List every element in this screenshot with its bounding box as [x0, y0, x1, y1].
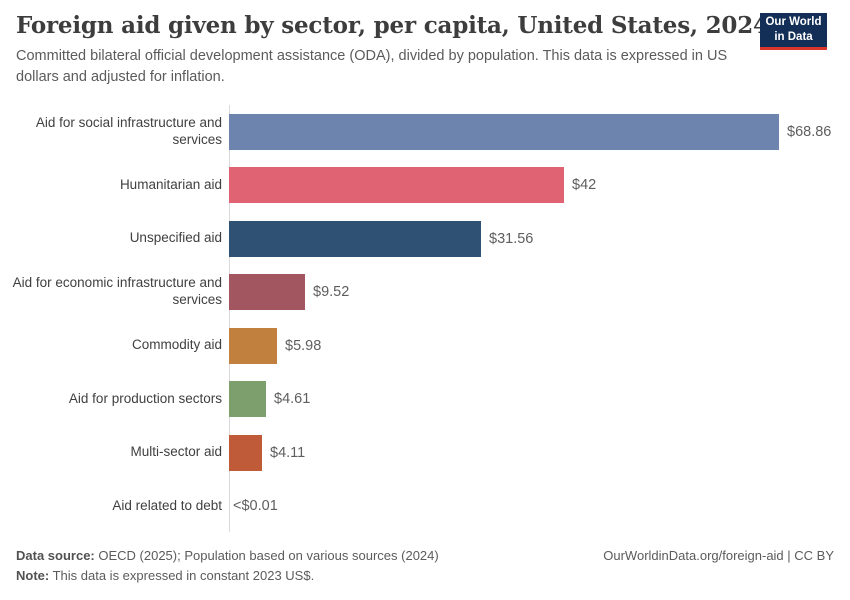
note-text: This data is expressed in constant 2023 … [49, 568, 315, 583]
chart-subtitle: Committed bilateral official development… [16, 48, 728, 86]
chart-row: Aid for production sectors $4.61 [0, 373, 850, 427]
category-label: Aid for production sectors [68, 390, 222, 406]
category-label: Unspecified aid [129, 230, 222, 246]
note-label: Note: [16, 568, 50, 583]
category-label: Aid for social infrastructure and servic… [35, 114, 222, 147]
category-label: Multi-sector aid [130, 444, 222, 460]
chart-row: Unspecified aid $31.56 [0, 212, 850, 266]
category-label: Aid related to debt [112, 497, 222, 513]
bar[interactable] [229, 220, 481, 257]
bar-chart: Aid for social infrastructure and servic… [0, 105, 850, 533]
bar[interactable] [229, 327, 277, 364]
chart-row: Commodity aid $5.98 [0, 319, 850, 373]
category-label: Humanitarian aid [119, 176, 222, 192]
category-label: Commodity aid [131, 337, 222, 353]
value-label: $42 [572, 177, 597, 194]
chart-row: Aid for economic infrastructure and serv… [0, 266, 850, 320]
chart-row: Aid related to debt <$0.01 [0, 480, 850, 534]
bar[interactable] [229, 113, 779, 150]
chart-title: Foreign aid given by sector, per capita,… [16, 12, 769, 39]
chart-header: Foreign aid given by sector, per capita,… [16, 12, 834, 88]
data-source-label: Data source: [16, 548, 95, 563]
bar[interactable] [229, 434, 262, 471]
y-axis-line [229, 105, 230, 532]
bar[interactable] [229, 381, 266, 418]
owid-logo[interactable]: Our World in Data [760, 13, 827, 50]
footer-url-link[interactable]: OurWorldinData.org/foreign-aid | CC BY [603, 548, 834, 563]
owid-logo-line1: Our World [765, 16, 822, 29]
data-source-note: Data source: OECD (2025); Population bas… [16, 546, 439, 566]
chart-row: Aid for social infrastructure and servic… [0, 105, 850, 159]
bar[interactable] [229, 167, 564, 204]
chart-rows: Aid for social infrastructure and servic… [0, 105, 850, 533]
bar[interactable] [229, 274, 305, 311]
category-label: Aid for economic infrastructure and serv… [12, 275, 222, 308]
chart-footer: Data source: OECD (2025); Population bas… [16, 546, 834, 586]
value-label: $4.11 [270, 444, 306, 461]
value-label: $68.86 [787, 123, 832, 140]
value-label: $4.61 [274, 391, 311, 408]
data-source-text: OECD (2025); Population based on various… [94, 548, 439, 563]
chart-row: Humanitarian aid $42 [0, 159, 850, 213]
value-label: $31.56 [489, 230, 534, 247]
chart-row: Multi-sector aid $4.11 [0, 426, 850, 480]
value-label: $5.98 [285, 337, 322, 354]
owid-logo-line2: in Data [774, 31, 813, 43]
value-label: <$0.01 [233, 498, 278, 515]
value-label: $9.52 [313, 284, 350, 301]
